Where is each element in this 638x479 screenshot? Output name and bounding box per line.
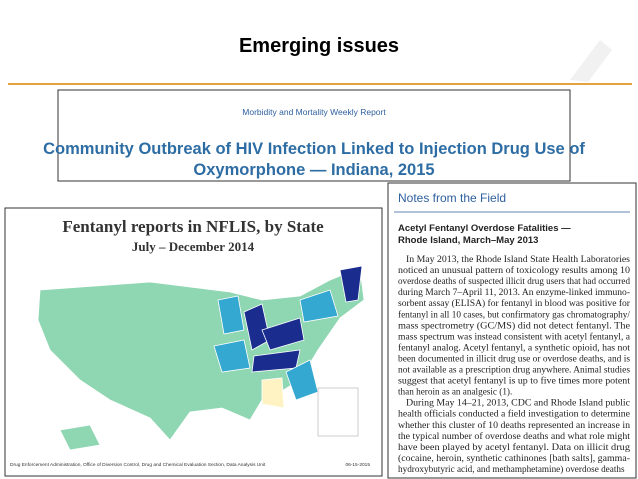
notes-body-line: sorbent assay (ELISA) for fentanyl in bl…	[398, 298, 630, 308]
notes-headline: Rhode Island, March–May 2013	[398, 235, 538, 246]
mmwr-headline: Oxymorphone — Indiana, 2015	[193, 161, 434, 179]
notes-body-line: noticed an unusual pattern of toxicology…	[398, 265, 630, 275]
notes-body-line: (cocaine, heroin, synthetic cathinones […	[398, 453, 630, 463]
mmwr-panel	[57, 89, 571, 182]
notes-body-line: mass spectrum was instead consistent wit…	[398, 331, 630, 341]
map-legend	[317, 387, 359, 437]
notes-body-line: fentanyl analog. Acetyl fentanyl, a synt…	[398, 342, 630, 352]
notes-body-line: been documented in illicit drug use or o…	[398, 353, 630, 363]
notes-panel	[387, 182, 637, 479]
map-title: Fentanyl reports in NFLIS, by State	[62, 217, 324, 236]
mmwr-headline: Community Outbreak of HIV Infection Link…	[43, 140, 585, 158]
map-subtitle: July – December 2014	[132, 239, 255, 254]
map-source: Drug Enforcement Administration, Office …	[10, 462, 266, 468]
decoration	[570, 40, 612, 82]
notes-body-line: overdose deaths of suspected illicit dru…	[398, 276, 630, 286]
notes-body-line: hydroxybutyric acid, and methamphetamine…	[398, 464, 625, 474]
notes-body-line: In May 2013, the Rhode Island State Heal…	[406, 254, 630, 264]
notes-body-line: mass spectrometry (GC/MS) did not detect…	[398, 320, 630, 330]
notes-section: Notes from the Field	[398, 191, 506, 205]
notes-body-line: not available as a prescription drug any…	[398, 365, 630, 375]
map-date: 06-15-2015	[345, 462, 370, 468]
notes-body-line: the typical number of overdose deaths an…	[398, 431, 630, 441]
notes-body-line: whether this cluster of 10 deaths repres…	[398, 420, 630, 430]
notes-body-line: health officials conducted a field inves…	[398, 409, 630, 419]
notes-body-line: during March 7–April 11, 2013. An enzyme…	[398, 287, 630, 297]
notes-body-line: suggest that acetyl fentanyl is up to fi…	[398, 376, 630, 386]
notes-body-line: fentanyl in all 10 cases, but confirmato…	[398, 309, 630, 319]
notes-headline: Acetyl Fentanyl Overdose Fatalities —	[398, 223, 571, 234]
mmwr-journal: Morbidity and Mortality Weekly Report	[242, 107, 386, 117]
notes-body-line: During May 14–21, 2013, CDC and Rhode Is…	[406, 398, 630, 408]
notes-body-line: than heroin as an analgesic (1).	[398, 387, 512, 397]
us-map	[37, 265, 365, 451]
notes-body-line: have been played by acetyl fentanyl. Dat…	[398, 442, 630, 452]
slide-title: Emerging issues	[239, 35, 399, 57]
